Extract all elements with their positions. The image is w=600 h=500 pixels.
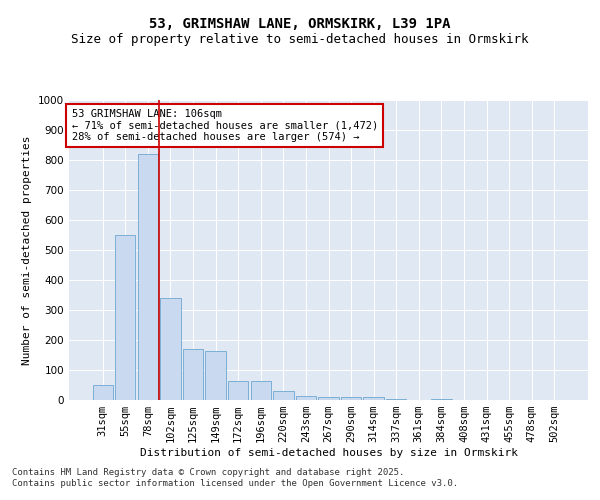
- Bar: [160, 298, 181, 400]
- Bar: [319, 397, 338, 400]
- Bar: [273, 391, 293, 400]
- Bar: [431, 398, 452, 400]
- Text: 53, GRIMSHAW LANE, ORMSKIRK, L39 1PA: 53, GRIMSHAW LANE, ORMSKIRK, L39 1PA: [149, 18, 451, 32]
- Y-axis label: Number of semi-detached properties: Number of semi-detached properties: [22, 135, 32, 365]
- Bar: [228, 380, 248, 400]
- Bar: [183, 349, 203, 400]
- Text: 53 GRIMSHAW LANE: 106sqm
← 71% of semi-detached houses are smaller (1,472)
28% o: 53 GRIMSHAW LANE: 106sqm ← 71% of semi-d…: [71, 109, 378, 142]
- Bar: [296, 396, 316, 400]
- Bar: [386, 398, 406, 400]
- Bar: [92, 385, 113, 400]
- Text: Size of property relative to semi-detached houses in Ormskirk: Size of property relative to semi-detach…: [71, 32, 529, 46]
- Bar: [364, 397, 384, 400]
- Bar: [115, 235, 136, 400]
- X-axis label: Distribution of semi-detached houses by size in Ormskirk: Distribution of semi-detached houses by …: [139, 448, 517, 458]
- Bar: [251, 380, 271, 400]
- Bar: [138, 154, 158, 400]
- Bar: [205, 350, 226, 400]
- Text: Contains HM Land Registry data © Crown copyright and database right 2025.
Contai: Contains HM Land Registry data © Crown c…: [12, 468, 458, 487]
- Bar: [341, 397, 361, 400]
